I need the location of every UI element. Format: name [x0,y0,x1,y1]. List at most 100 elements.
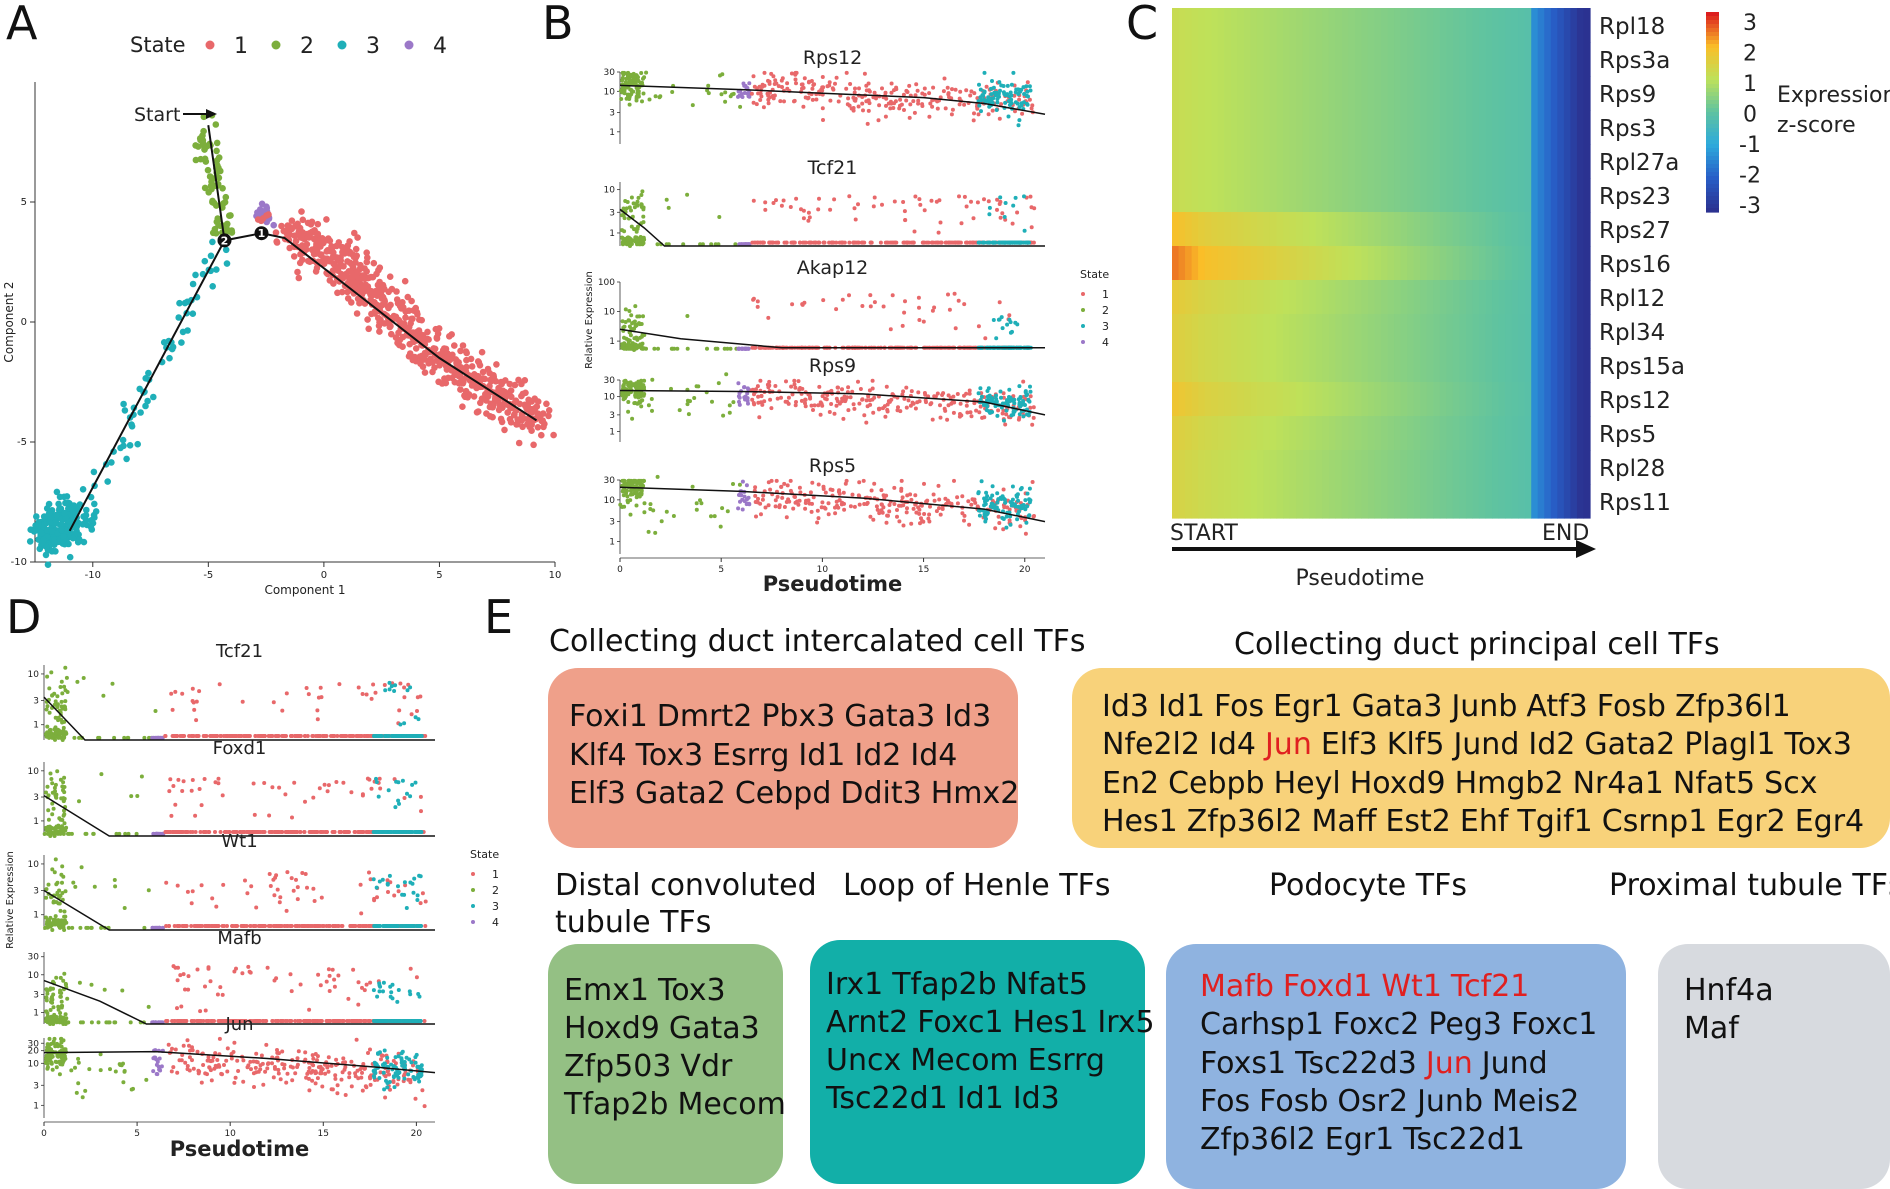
expression-point [861,478,866,483]
heatmap-cell [1563,484,1572,519]
heatmap-cell [1263,484,1271,519]
heatmap-cell [1381,212,1389,247]
cell-point [208,178,215,186]
expression-point [753,485,758,490]
expression-point [962,194,967,199]
expression-point [240,699,245,704]
expression-point [1019,103,1024,108]
heatmap-cell [1570,76,1578,111]
expression-point [1011,70,1016,75]
cell-point [200,113,208,121]
heatmap-cell [1452,76,1460,111]
expression-point [916,101,921,106]
cell-point [209,283,216,290]
cell-point [340,263,347,270]
expression-point [982,89,987,94]
heatmap-cell [1485,8,1493,43]
heatmap-cell [1420,280,1428,315]
cell-point [436,362,443,369]
cell-point [473,384,480,392]
heatmap-cell [1224,246,1232,281]
expression-point [821,118,825,122]
heatmap-cell [1387,144,1395,179]
cell-point [410,307,417,314]
expression-point [793,385,798,390]
heatmap-cell [1446,144,1454,179]
expression-point [715,346,720,351]
expression-point [897,519,902,524]
heatmap-cell [1576,348,1585,383]
expression-point [635,382,640,387]
legend-label-state-4: 4 [433,34,447,59]
heatmap-cell [1524,8,1532,43]
expression-point [784,379,788,384]
heatmap-cell [1289,382,1297,417]
heatmap-cell [1341,450,1349,485]
heatmap-cell [1426,314,1434,349]
heatmap-cell [1439,76,1447,111]
expression-point [996,408,1001,413]
cell-point [415,327,423,334]
heatmap-cell [1237,212,1245,247]
heatmap-cell [1472,76,1480,111]
expression-point [737,242,742,247]
expression-point [971,240,976,245]
expression-point [724,372,729,377]
heatmap-cell [1217,110,1225,145]
heatmap-cell [1367,42,1376,77]
heatmap-cell [1283,144,1291,179]
expression-point [856,379,860,384]
expression-point [936,483,941,488]
heatmap-cell [1354,314,1363,349]
expression-point [1022,100,1026,105]
heatmap-cell [1289,348,1297,383]
gene-title-akap12: Akap12 [797,257,869,279]
heatmap-cell [1289,212,1297,247]
expression-point [769,71,774,76]
heatmap-cell [1439,382,1447,417]
heatmap-cell [1348,314,1356,349]
heatmap-cell [1557,280,1565,315]
expression-point [834,396,839,401]
expression-point [947,307,952,312]
heatmap-cell [1498,314,1506,349]
heatmap-cell [1315,348,1323,383]
expression-point [966,499,971,504]
heatmap-cell [1426,76,1434,111]
heatmap-cell [1407,144,1415,179]
expression-point [110,681,115,686]
expression-point [889,90,894,95]
cell-point [197,155,204,163]
cell-point [137,409,144,416]
expression-point [775,396,780,401]
expression-point [751,345,756,350]
heatmap-cell [1230,314,1238,349]
expression-point [736,346,741,351]
expression-point [620,242,625,247]
heatmap-cell [1459,382,1467,417]
heatmap-cell [1335,246,1343,281]
heatmap-cell [1407,484,1415,519]
expression-point [1017,240,1022,245]
heatmap-cell [1374,76,1382,111]
heatmap-cell [1237,8,1245,43]
expression-point [306,692,311,697]
heatmap-cell [1446,416,1454,451]
expression-point [743,242,748,247]
heatmap-cell [1387,110,1395,145]
expression-point [830,488,835,492]
expression-point [892,485,897,490]
heatmap-cell [1276,314,1284,349]
expression-point [122,735,127,740]
expression-point [941,391,946,396]
expression-point [315,708,320,713]
heatmap-cell [1557,8,1565,43]
heatmap-cell [1557,314,1565,349]
heatmap-cell [1446,450,1454,485]
heatmap-cell [1394,110,1402,145]
heatmap-cell [1256,76,1265,111]
expression-point [1026,514,1031,519]
expression-point [737,402,742,407]
expression-point [627,102,632,107]
expression-point [694,384,699,389]
